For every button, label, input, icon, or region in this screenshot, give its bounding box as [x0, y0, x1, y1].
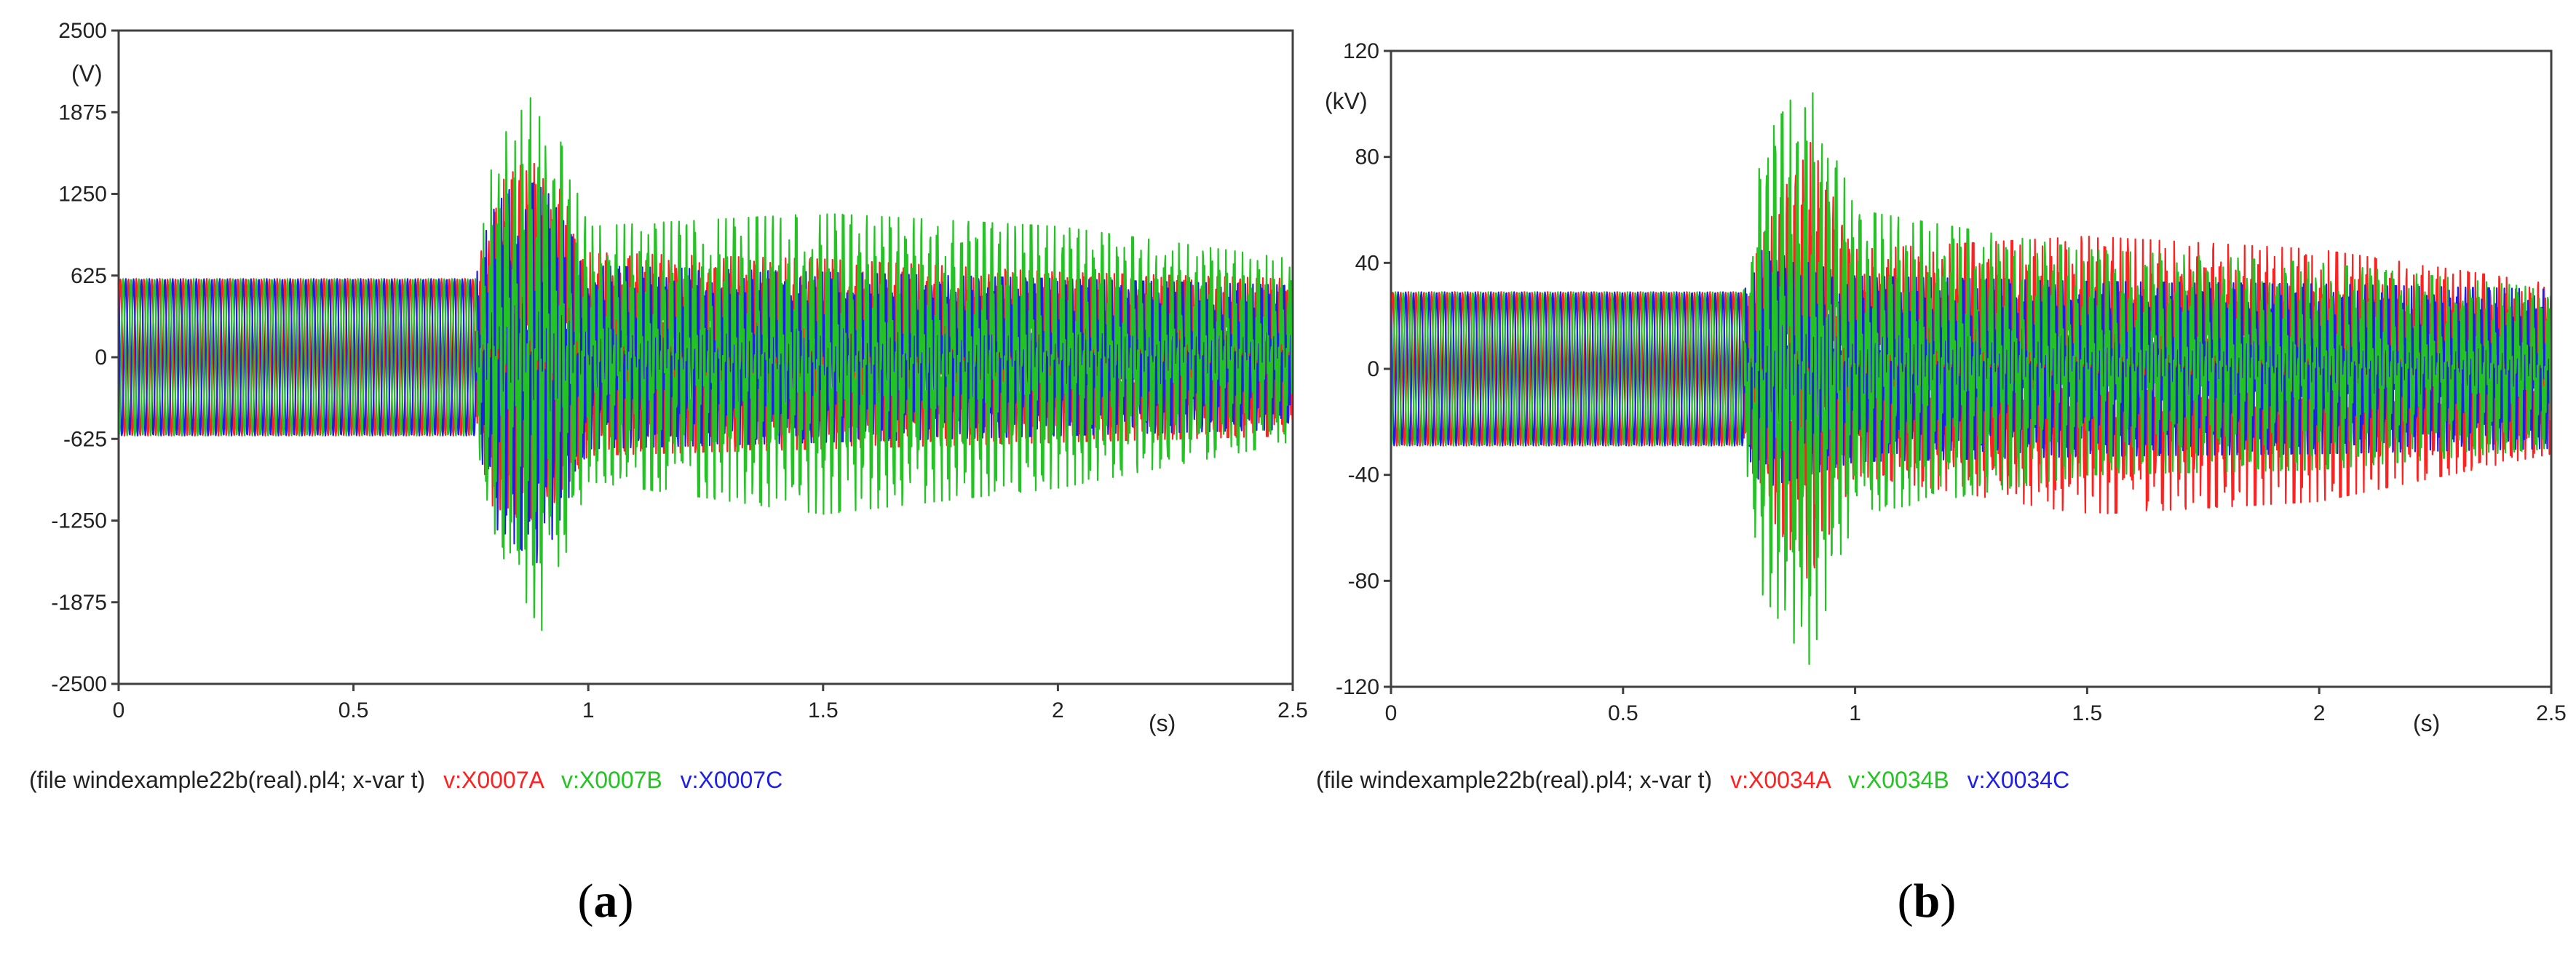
- y-tick-label: 625: [71, 264, 107, 288]
- y-tick-label: -120: [1336, 675, 1379, 699]
- panel-caption-a: (a): [578, 875, 634, 928]
- y-tick-label: 0: [95, 346, 107, 370]
- waveforms-a: [119, 97, 1292, 632]
- legend-a: (file windexample22b(real).pl4; x-var t)…: [29, 767, 782, 793]
- x-tick-label: 1: [1849, 701, 1861, 725]
- legend-series-b-phase-c: v:X0034C: [1967, 767, 2070, 793]
- legend-file-text-a: (file windexample22b(real).pl4; x-var t): [29, 767, 425, 793]
- y-ticks-a: 2500 1875 1250 625 0 -625 -1250 -1875 -2500: [51, 19, 119, 696]
- x-tick-label: 1: [582, 698, 595, 722]
- waveforms-b: [1392, 92, 2551, 665]
- svg-text:(file windexample22b(real).pl4: (file windexample22b(real).pl4; x-var t)…: [1316, 767, 2069, 793]
- chart-panel-b: 120 80 40 0 -40 -80 -120 0 0.5 1 1.5 2 2.5 (kV) (s)…: [1316, 39, 2567, 928]
- legend-series-a-phase-b: v:X0007B: [561, 767, 662, 793]
- y-tick-label: -80: [1348, 569, 1379, 593]
- y-tick-label: 0: [1367, 357, 1379, 381]
- panel-caption-b: (b): [1898, 875, 1957, 928]
- series-line-v-x0034c: [1392, 250, 2551, 486]
- series-line-v-x0007b: [119, 97, 1292, 632]
- y-tick-label: 1875: [58, 100, 107, 124]
- y-unit-label-a: (V): [71, 60, 103, 87]
- y-tick-label: -625: [63, 427, 107, 451]
- x-tick-label: 0.5: [338, 698, 369, 722]
- x-tick-label: 2.5: [2536, 701, 2567, 725]
- x-unit-label-b: (s): [2413, 710, 2440, 736]
- x-tick-label: 1.5: [808, 698, 839, 722]
- legend-series-a-phase-c: v:X0007C: [681, 767, 783, 793]
- legend-series-a-phase-a: v:X0007A: [443, 767, 544, 793]
- x-tick-label: 2: [2313, 701, 2326, 725]
- x-tick-label: 2: [1052, 698, 1064, 722]
- svg-text:(file windexample22b(real).pl4: (file windexample22b(real).pl4; x-var t)…: [29, 767, 782, 793]
- y-tick-label: 1250: [58, 183, 107, 207]
- y-tick-label: 40: [1355, 251, 1379, 275]
- legend-b: (file windexample22b(real).pl4; x-var t)…: [1316, 767, 2069, 793]
- legend-series-b-phase-a: v:X0034A: [1730, 767, 1831, 793]
- x-tick-label: 0: [1385, 701, 1398, 725]
- x-tick-label: 1.5: [2072, 701, 2103, 725]
- x-unit-label-a: (s): [1149, 710, 1176, 736]
- series-line-v-x0034b: [1392, 92, 2551, 665]
- y-ticks-b: 120 80 40 0 -40 -80 -120: [1336, 39, 1391, 699]
- y-tick-label: -1250: [51, 509, 107, 533]
- legend-series-b-phase-b: v:X0034B: [1848, 767, 1949, 793]
- x-ticks-b: 0 0.5 1 1.5 2 2.5: [1385, 687, 2567, 725]
- x-tick-label: 2.5: [1277, 698, 1308, 722]
- y-unit-label-b: (kV): [1325, 88, 1368, 114]
- y-tick-label: 80: [1355, 146, 1379, 170]
- series-line-v-x0007c: [119, 182, 1292, 564]
- y-tick-label: -40: [1348, 463, 1379, 487]
- y-tick-label: -2500: [51, 672, 107, 696]
- chart-panel-a: 2500 1875 1250 625 0 -625 -1250 -1875 -2500 0 0.5…: [29, 19, 1308, 928]
- legend-file-text-b: (file windexample22b(real).pl4; x-var t): [1316, 767, 1712, 793]
- x-tick-label: 0.5: [1608, 701, 1638, 725]
- y-tick-label: 120: [1343, 39, 1379, 63]
- x-ticks-a: 0 0.5 1 1.5 2 2.5: [113, 684, 1308, 722]
- y-tick-label: 2500: [58, 19, 107, 43]
- y-tick-label: -1875: [51, 591, 107, 615]
- x-tick-label: 0: [113, 698, 125, 722]
